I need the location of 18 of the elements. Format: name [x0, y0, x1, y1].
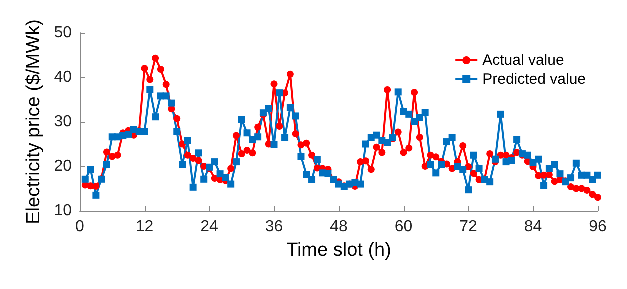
y-tick-label: 50	[54, 24, 72, 42]
x-tick-label: 24	[200, 218, 218, 236]
x-tick-label: 84	[524, 218, 542, 236]
x-tick-label: 48	[330, 218, 348, 236]
y-tick-label: 20	[54, 158, 72, 175]
x-tick-label: 96	[589, 218, 607, 236]
x-axis-title: Time slot (h)	[286, 240, 392, 261]
x-tick-label: 36	[265, 218, 284, 236]
y-tick-label: 40	[54, 69, 72, 86]
legend-label: Actual value	[482, 52, 564, 69]
y-tick-label: 30	[54, 114, 72, 130]
y-tick-label: 10	[54, 202, 72, 220]
x-tick-label: 0	[76, 218, 85, 236]
x-tick-label: 60	[394, 218, 413, 236]
legend-label: Predicted value	[482, 71, 586, 88]
x-tick-label: 72	[460, 218, 478, 236]
y-axis-title: Electricity price ($/MWk)	[23, 20, 44, 224]
x-tick-label: 12	[136, 218, 154, 236]
